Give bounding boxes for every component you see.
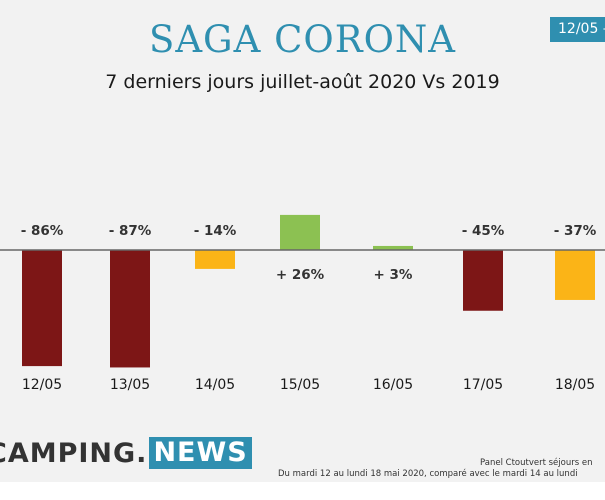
data-label-group: - 86% - 87% - 14% + 26% + 3% - 45% - 37% — [21, 223, 597, 283]
x-tick-label: 15/05 — [280, 377, 320, 393]
x-tick-label: 12/05 — [22, 377, 62, 393]
camping-news-logo: CAMPING. NEWS — [0, 437, 252, 469]
bar-group — [22, 214, 595, 368]
data-label: + 3% — [374, 267, 413, 283]
data-label: - 14% — [194, 223, 237, 239]
x-tick-label: 14/05 — [195, 377, 235, 393]
x-tick-label: 16/05 — [373, 377, 413, 393]
data-label: + 26% — [276, 267, 325, 283]
data-label: - 45% — [462, 223, 505, 239]
data-label: - 37% — [554, 223, 597, 239]
source-note-line2: Du mardi 12 au lundi 18 mai 2020, compar… — [278, 469, 578, 479]
bottom-strip — [0, 482, 605, 500]
bar-12-05 — [22, 250, 62, 367]
x-tick-label: 13/05 — [110, 377, 150, 393]
bar-14-05 — [195, 250, 235, 269]
x-tick-label: 17/05 — [463, 377, 503, 393]
bar-13-05 — [110, 250, 150, 368]
bar-16-05 — [373, 245, 413, 250]
date-badge: 12/05 – — [550, 17, 605, 42]
data-label: - 87% — [109, 223, 152, 239]
x-tick-label: 18/05 — [555, 377, 595, 393]
bar-18-05 — [555, 250, 595, 300]
x-tick-label-group: 12/05 13/05 14/05 15/05 16/05 17/05 18/05 — [22, 377, 595, 393]
chart-title: SAGA CORONA — [148, 18, 457, 61]
chart-subtitle: 7 derniers jours juillet-août 2020 Vs 20… — [105, 71, 500, 93]
logo-text-news: NEWS — [149, 437, 252, 469]
data-label: - 86% — [21, 223, 64, 239]
source-note-line1: Panel Ctoutvert séjours en — [480, 458, 593, 468]
bar-17-05 — [463, 250, 503, 311]
logo-text-camping: CAMPING. — [0, 437, 148, 469]
bar-15-05 — [280, 214, 320, 250]
